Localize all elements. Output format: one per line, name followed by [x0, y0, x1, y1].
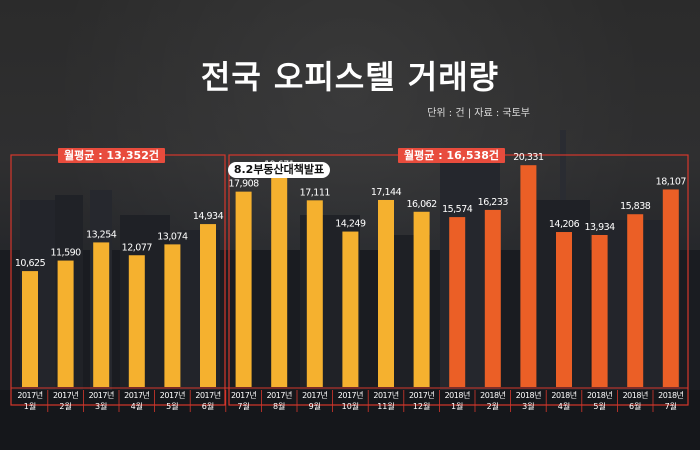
bar-value-label: 16,062	[406, 199, 437, 210]
x-tick-year-label: 2017년	[17, 390, 42, 400]
bar-value-label: 17,144	[371, 187, 402, 198]
x-tick-month-label: 6월	[202, 401, 214, 411]
x-tick-year-label: 2017년	[302, 390, 327, 400]
x-tick-month-label: 7월	[237, 401, 249, 411]
chart-title: 전국 오피스텔 거래량	[200, 58, 500, 96]
bar-value-label: 17,908	[228, 179, 259, 190]
x-tick-month-label: 11월	[377, 401, 395, 411]
x-tick-year-label: 2018년	[551, 390, 576, 400]
bar-value-label: 14,934	[193, 211, 224, 222]
x-tick-year-label: 2017년	[373, 390, 398, 400]
x-tick-year-label: 2017년	[124, 390, 149, 400]
bar-value-label: 13,074	[157, 231, 188, 242]
policy-event-label: 8.2부동산대책발표	[228, 162, 330, 178]
x-tick-year-label: 2018년	[445, 390, 470, 400]
bar-value-label: 12,077	[122, 242, 153, 253]
bar-7	[235, 191, 252, 387]
x-tick-year-label: 2018년	[516, 390, 541, 400]
average-badge-right: 월평균 : 16,538건	[398, 148, 505, 163]
x-tick-month-label: 9월	[309, 401, 321, 411]
x-tick-month-label: 5월	[593, 401, 605, 411]
x-tick-month-label: 2월	[487, 401, 499, 411]
average-badge-left: 월평균 : 13,352건	[58, 148, 165, 163]
bar-17	[591, 234, 608, 387]
bar-3	[93, 242, 110, 387]
source-note: 단위 : 건 | 자료 : 국토부	[427, 108, 530, 119]
x-tick-month-label: 7월	[665, 401, 677, 411]
x-tick-year-label: 2018년	[623, 390, 648, 400]
bar-value-label: 10,625	[15, 258, 46, 269]
x-tick-year-label: 2018년	[480, 390, 505, 400]
bar-1	[22, 271, 38, 387]
bar-15	[520, 165, 537, 387]
bar-value-label: 18,107	[656, 176, 687, 187]
bar-value-label: 15,574	[442, 204, 473, 215]
x-tick-month-label: 2월	[59, 401, 71, 411]
bar-8	[271, 172, 288, 387]
x-tick-month-label: 3월	[522, 401, 534, 411]
x-tick-month-label: 3월	[95, 401, 107, 411]
x-tick-month-label: 12월	[413, 401, 431, 411]
bar-5	[164, 244, 181, 387]
bar-value-label: 15,838	[620, 201, 651, 212]
bar-10	[342, 231, 359, 387]
bar-value-label: 11,590	[50, 248, 81, 259]
x-tick-year-label: 2018년	[658, 390, 683, 400]
x-tick-month-label: 4월	[131, 401, 143, 411]
bar-value-label: 14,206	[549, 219, 580, 230]
x-tick-year-label: 2018년	[587, 390, 612, 400]
bar-18	[627, 214, 644, 387]
x-tick-year-label: 2017년	[231, 390, 256, 400]
x-tick-year-label: 2017년	[89, 390, 114, 400]
x-tick-month-label: 1월	[451, 401, 463, 411]
x-tick-month-label: 10월	[342, 401, 360, 411]
x-tick-year-label: 2017년	[53, 390, 78, 400]
x-tick-month-label: 5월	[166, 401, 178, 411]
period-frame-2017h1	[10, 154, 226, 406]
bar-6	[200, 224, 216, 387]
bar-value-label: 16,233	[478, 197, 509, 208]
x-tick-year-label: 2017년	[195, 390, 220, 400]
bar-13	[449, 217, 466, 387]
x-tick-year-label: 2017년	[409, 390, 434, 400]
bar-value-label: 20,331	[513, 152, 544, 163]
bar-16	[556, 232, 572, 387]
x-tick-year-label: 2017년	[338, 390, 363, 400]
bar-value-label: 13,254	[86, 229, 117, 240]
x-tick-year-label: 2017년	[267, 390, 292, 400]
bar-value-label: 13,934	[584, 222, 615, 233]
x-tick-year-label: 2017년	[160, 390, 185, 400]
bar-4	[128, 255, 145, 387]
bar-9	[306, 200, 323, 387]
x-tick-month-label: 1월	[24, 401, 36, 411]
bar-2	[57, 260, 74, 387]
bar-12	[413, 211, 430, 387]
bar-19	[662, 189, 679, 387]
x-tick-month-label: 4월	[558, 401, 570, 411]
x-tick-month-label: 8월	[273, 401, 285, 411]
bar-value-label: 17,111	[300, 187, 331, 198]
bar-value-label: 14,249	[335, 219, 366, 230]
x-tick-month-label: 6월	[629, 401, 641, 411]
bar-11	[378, 199, 394, 387]
bar-14	[484, 209, 501, 387]
